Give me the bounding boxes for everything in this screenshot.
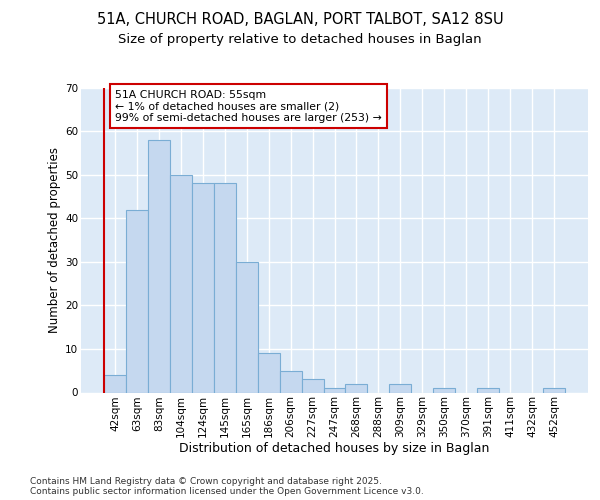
Bar	[236, 262, 257, 392]
Bar	[192, 184, 214, 392]
Bar	[543, 388, 565, 392]
Bar	[346, 384, 367, 392]
Bar	[323, 388, 346, 392]
Bar	[302, 380, 323, 392]
Y-axis label: Number of detached properties: Number of detached properties	[48, 147, 61, 333]
Text: 51A CHURCH ROAD: 55sqm
← 1% of detached houses are smaller (2)
99% of semi-detac: 51A CHURCH ROAD: 55sqm ← 1% of detached …	[115, 90, 382, 123]
Bar	[477, 388, 499, 392]
Text: 51A, CHURCH ROAD, BAGLAN, PORT TALBOT, SA12 8SU: 51A, CHURCH ROAD, BAGLAN, PORT TALBOT, S…	[97, 12, 503, 28]
Text: Size of property relative to detached houses in Baglan: Size of property relative to detached ho…	[118, 32, 482, 46]
Bar	[170, 174, 192, 392]
Bar	[126, 210, 148, 392]
X-axis label: Distribution of detached houses by size in Baglan: Distribution of detached houses by size …	[179, 442, 490, 454]
Bar	[148, 140, 170, 392]
Bar	[389, 384, 412, 392]
Bar	[280, 370, 302, 392]
Bar	[433, 388, 455, 392]
Bar	[214, 184, 236, 392]
Text: Contains HM Land Registry data © Crown copyright and database right 2025.
Contai: Contains HM Land Registry data © Crown c…	[30, 476, 424, 496]
Bar	[104, 375, 126, 392]
Bar	[257, 354, 280, 393]
